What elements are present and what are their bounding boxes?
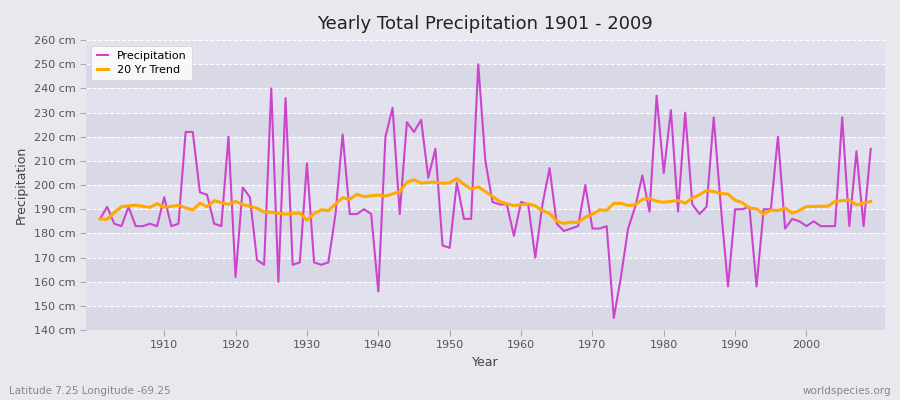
Line: 20 Yr Trend: 20 Yr Trend: [100, 179, 870, 223]
Precipitation: [472, 62, 483, 67]
Bar: [86, 233, 885, 258]
Y-axis label: Precipitation: Precipitation: [15, 146, 28, 224]
X-axis label: Year: Year: [472, 356, 499, 369]
20 Yr Trend: [452, 176, 463, 181]
Precipitation: [608, 316, 619, 320]
Precipitation: [309, 260, 320, 265]
Text: Latitude 7.25 Longitude -69.25: Latitude 7.25 Longitude -69.25: [9, 386, 171, 396]
20 Yr Trend: [559, 221, 570, 226]
Bar: [86, 40, 885, 64]
Precipitation: [523, 202, 534, 207]
Bar: [86, 64, 885, 88]
Bar: [86, 88, 885, 112]
Precipitation: [94, 216, 105, 221]
20 Yr Trend: [152, 201, 163, 206]
Precipitation: [865, 146, 876, 151]
20 Yr Trend: [94, 216, 105, 221]
Text: worldspecies.org: worldspecies.org: [803, 386, 891, 396]
Title: Yearly Total Precipitation 1901 - 2009: Yearly Total Precipitation 1901 - 2009: [318, 15, 653, 33]
Precipitation: [516, 200, 526, 204]
Bar: [86, 161, 885, 185]
20 Yr Trend: [523, 202, 534, 206]
20 Yr Trend: [616, 201, 626, 206]
Precipitation: [616, 274, 626, 279]
Precipitation: [152, 224, 163, 228]
Bar: [86, 282, 885, 306]
20 Yr Trend: [309, 211, 320, 216]
Bar: [86, 112, 885, 137]
Bar: [86, 137, 885, 161]
Legend: Precipitation, 20 Yr Trend: Precipitation, 20 Yr Trend: [91, 46, 192, 80]
Bar: [86, 209, 885, 233]
20 Yr Trend: [352, 192, 363, 197]
Bar: [86, 185, 885, 209]
Bar: [86, 258, 885, 282]
20 Yr Trend: [516, 202, 526, 207]
Line: Precipitation: Precipitation: [100, 64, 870, 318]
20 Yr Trend: [865, 199, 876, 204]
Bar: [86, 306, 885, 330]
Precipitation: [352, 212, 363, 216]
